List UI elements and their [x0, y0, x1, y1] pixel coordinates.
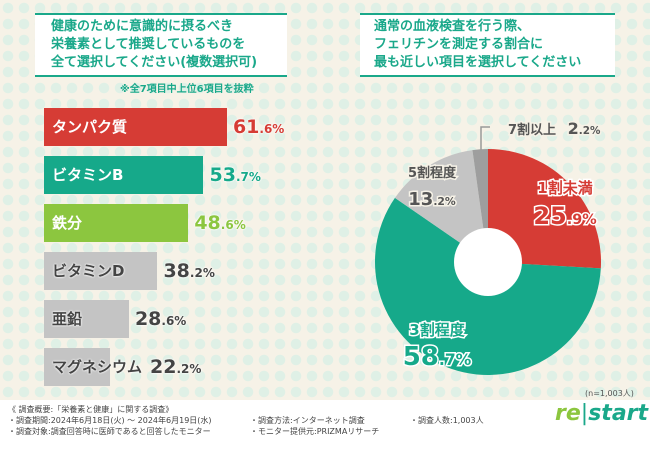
bar-label: 亜鉛 [52, 310, 83, 328]
pie-value: 25.9% [533, 202, 596, 230]
pie-value: 2.2% [568, 119, 601, 138]
bar-label: タンパク質 [52, 118, 128, 136]
bar [44, 300, 129, 338]
bar-value: 61.6% [232, 116, 285, 138]
bar-label: ビタミンD [52, 262, 125, 280]
survey-method: ・調査方法:インターネット調査 [250, 416, 365, 425]
bar-value: 22.2% [150, 356, 202, 378]
pie-label: 1割未満 [537, 179, 592, 197]
bar-value: 48.6% [194, 212, 246, 234]
bar-label: 鉄分 [52, 214, 83, 232]
sample-size: (n=1,003人) [585, 389, 634, 398]
donut-hole [454, 228, 522, 296]
bar [44, 156, 204, 194]
right-question-line: 通常の血液検査を行う際、 [374, 19, 531, 34]
bar [44, 204, 189, 242]
survey-target: ・調査対象:調査回答時に医師であると回答したモニター [8, 427, 211, 436]
pie-slice [488, 149, 601, 269]
pie-label: 5割程度 [408, 165, 457, 181]
bar-label: ビタミンB [52, 166, 124, 184]
survey-period: ・調査期間:2024年6月18日(火) ～ 2024年6月19日(水) [8, 416, 212, 425]
survey-count: ・調査人数:1,003人 [410, 416, 484, 425]
pie-slice [394, 150, 488, 262]
left-note: ※全7項目中上位6項目を抜粋 [120, 84, 254, 95]
restart-logo: re|start [555, 401, 649, 426]
bar [44, 348, 110, 386]
survey-provider: ・モニター提供元:PRIZMAリサーチ [250, 427, 380, 436]
left-question-line: 栄養素として推奨しているものを [51, 37, 246, 52]
bar-value: 38.2% [163, 260, 215, 282]
leader-line [480, 126, 490, 150]
logo-re: re [555, 401, 581, 426]
right-question-line: 最も近しい項目を選択してください [374, 55, 582, 70]
pie-value: 13.2% [408, 189, 456, 210]
pie-label: 3割程度 [409, 321, 465, 339]
bar-label: マグネシウム [52, 358, 143, 376]
bar-value: 53.7% [209, 164, 261, 186]
left-question-line: 全て選択してください(複数選択可) [51, 55, 258, 70]
survey-title: 《 調査概要:「栄養素と健康」に関する調査》 [8, 405, 174, 414]
logo-start: start [588, 401, 649, 426]
right-question-line: フェリチンを測定する割合に [374, 37, 544, 52]
bar [44, 252, 158, 290]
right-question: 通常の血液検査を行う際、 フェリチンを測定する割合に 最も近しい項目を選択してく… [360, 13, 615, 77]
left-question: 健康のために意識的に摂るべき 栄養素として推奨しているものを 全て選択してくださ… [35, 13, 287, 77]
footer: 《 調査概要:「栄養素と健康」に関する調査》 ・調査期間:2024年6月18日(… [0, 400, 650, 450]
bar-value: 28.6% [134, 308, 187, 330]
left-question-line: 健康のために意識的に摂るべき [51, 19, 234, 34]
bar [44, 108, 227, 146]
pie-label: 7割以上 [508, 122, 556, 138]
